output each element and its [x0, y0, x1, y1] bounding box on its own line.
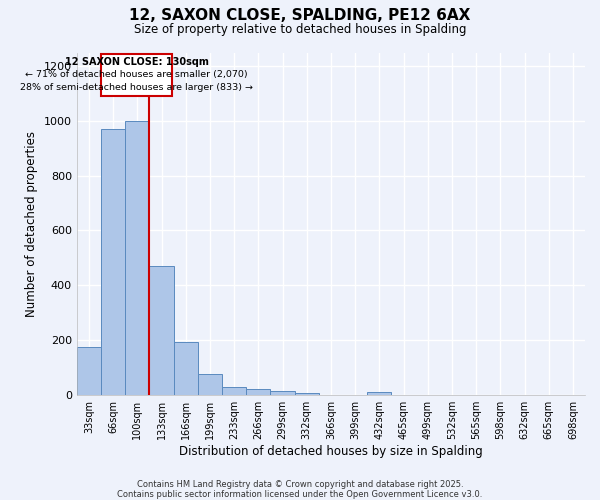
Bar: [173, 342, 198, 394]
Bar: [295, 392, 319, 394]
X-axis label: Distribution of detached houses by size in Spalding: Distribution of detached houses by size …: [179, 444, 483, 458]
Bar: [367, 392, 391, 394]
Bar: [222, 388, 246, 394]
Y-axis label: Number of detached properties: Number of detached properties: [25, 130, 38, 316]
FancyBboxPatch shape: [101, 54, 172, 96]
Bar: [271, 390, 295, 394]
Bar: [149, 266, 173, 394]
Text: Size of property relative to detached houses in Spalding: Size of property relative to detached ho…: [134, 24, 466, 36]
Bar: [101, 129, 125, 394]
Text: 12 SAXON CLOSE: 130sqm: 12 SAXON CLOSE: 130sqm: [65, 57, 209, 67]
Text: Contains HM Land Registry data © Crown copyright and database right 2025.: Contains HM Land Registry data © Crown c…: [137, 480, 463, 489]
Bar: [125, 121, 149, 394]
Text: ← 71% of detached houses are smaller (2,070): ← 71% of detached houses are smaller (2,…: [25, 70, 248, 80]
Text: Contains public sector information licensed under the Open Government Licence v3: Contains public sector information licen…: [118, 490, 482, 499]
Bar: [246, 389, 271, 394]
Text: 28% of semi-detached houses are larger (833) →: 28% of semi-detached houses are larger (…: [20, 82, 253, 92]
Text: 12, SAXON CLOSE, SPALDING, PE12 6AX: 12, SAXON CLOSE, SPALDING, PE12 6AX: [130, 8, 470, 22]
Bar: [198, 374, 222, 394]
Bar: [77, 347, 101, 395]
